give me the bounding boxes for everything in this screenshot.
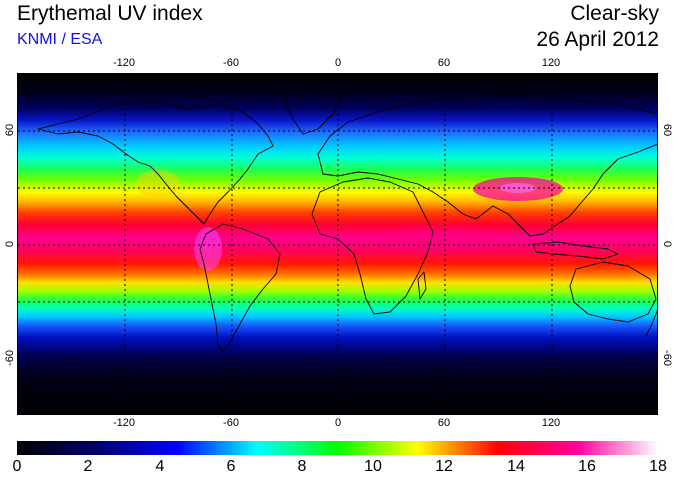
south-america-coast — [199, 223, 281, 353]
north-america-coast — [37, 101, 274, 225]
lat-tick-left-60: 60 — [4, 123, 16, 137]
lat-tick-left-minus60: -60 — [4, 350, 16, 366]
lon-tick-top-120: 120 — [541, 57, 561, 69]
lon-tick-top-minus120: -120 — [112, 57, 136, 69]
lon-tick-bottom-120: 120 — [541, 417, 561, 429]
sky-mode-label: Clear-sky — [570, 2, 659, 25]
lon-tick-bottom-60: 60 — [437, 417, 451, 429]
lon-tick-top-0: 0 — [334, 57, 342, 69]
colorbar-label-16: 16 — [578, 458, 596, 475]
colorbar-label-10: 10 — [364, 458, 382, 475]
madagascar-coast — [417, 271, 427, 300]
uv-index-map — [17, 73, 658, 415]
map-title: Erythemal UV index — [17, 2, 203, 25]
indonesia-coast — [532, 241, 619, 260]
coastlines — [37, 85, 657, 353]
colorbar-label-0: 0 — [12, 458, 22, 475]
colorbar — [17, 441, 658, 455]
colorbar-label-12: 12 — [435, 458, 453, 475]
lon-tick-bottom-minus120: -120 — [112, 417, 136, 429]
greenland-coast — [285, 85, 344, 135]
australia-coast — [569, 261, 657, 323]
lat-tick-right-minus60: -60 — [661, 350, 673, 366]
lon-tick-bottom-minus60: -60 — [223, 417, 239, 429]
date-label: 26 April 2012 — [536, 28, 659, 51]
lon-tick-top-minus60: -60 — [223, 57, 239, 69]
lat-tick-right-60: 60 — [661, 123, 673, 137]
graticule — [18, 74, 657, 414]
colorbar-ramp — [17, 441, 658, 455]
colorbar-label-18: 18 — [649, 458, 667, 475]
tropical-band-enhancement — [378, 225, 498, 253]
colorbar-label-14: 14 — [507, 458, 525, 475]
colorbar-label-2: 2 — [83, 458, 93, 475]
credit-label: KNMI / ESA — [17, 31, 103, 48]
eurasia-coast — [317, 93, 657, 237]
colorbar-label-6: 6 — [226, 458, 236, 475]
lon-tick-bottom-0: 0 — [334, 417, 342, 429]
rockies-enhanced-uv — [136, 170, 180, 198]
colorbar-label-4: 4 — [155, 458, 165, 475]
lat-tick-right-0: 0 — [661, 240, 673, 248]
africa-coast — [311, 177, 434, 315]
lat-tick-left-0: 0 — [4, 240, 16, 248]
andes-high-uv — [194, 227, 222, 271]
lon-tick-top-60: 60 — [437, 57, 451, 69]
new-zealand-coast — [645, 310, 657, 337]
colorbar-label-8: 8 — [297, 458, 307, 475]
